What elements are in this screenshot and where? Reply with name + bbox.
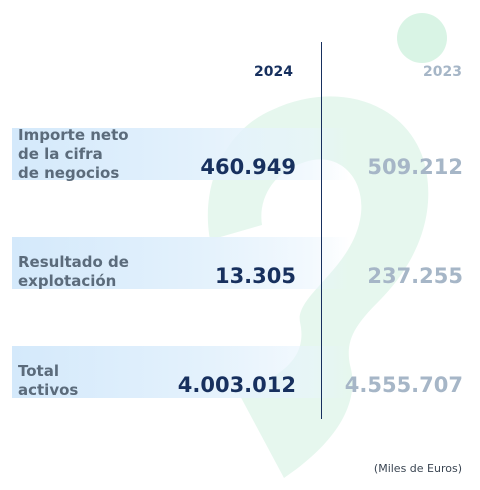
row-label-line: activos bbox=[18, 381, 79, 399]
row-band-resultado bbox=[12, 237, 350, 289]
row-band-total-activos bbox=[12, 346, 350, 398]
row-label-line: Resultado de bbox=[18, 253, 129, 271]
unit-note: (Miles de Euros) bbox=[373, 462, 462, 475]
value-2024-resultado: 13.305 bbox=[214, 264, 296, 288]
row-label-line: Importe neto bbox=[18, 126, 129, 144]
column-header-2024: 2024 bbox=[254, 64, 293, 80]
value-2023-cifra-negocios: 509.212 bbox=[367, 155, 463, 179]
column-header-2023: 2023 bbox=[423, 64, 462, 80]
value-2024-cifra-negocios: 460.949 bbox=[200, 155, 296, 179]
value-2023-total-activos: 4.555.707 bbox=[344, 373, 463, 397]
row-label-line: Total bbox=[18, 362, 59, 380]
value-2023-resultado: 237.255 bbox=[367, 264, 463, 288]
row-label-total-activos: Total activos bbox=[18, 362, 78, 400]
row-band-cifra-negocios bbox=[12, 128, 350, 180]
row-label-line: de negocios bbox=[18, 164, 120, 182]
row-label-line: de la cifra bbox=[18, 145, 103, 163]
row-label-line: explotación bbox=[18, 272, 117, 290]
row-label-resultado: Resultado de explotación bbox=[18, 253, 129, 291]
value-2024-total-activos: 4.003.012 bbox=[177, 373, 296, 397]
column-divider bbox=[321, 42, 322, 419]
row-label-cifra-negocios: Importe neto de la cifra de negocios bbox=[18, 126, 129, 183]
